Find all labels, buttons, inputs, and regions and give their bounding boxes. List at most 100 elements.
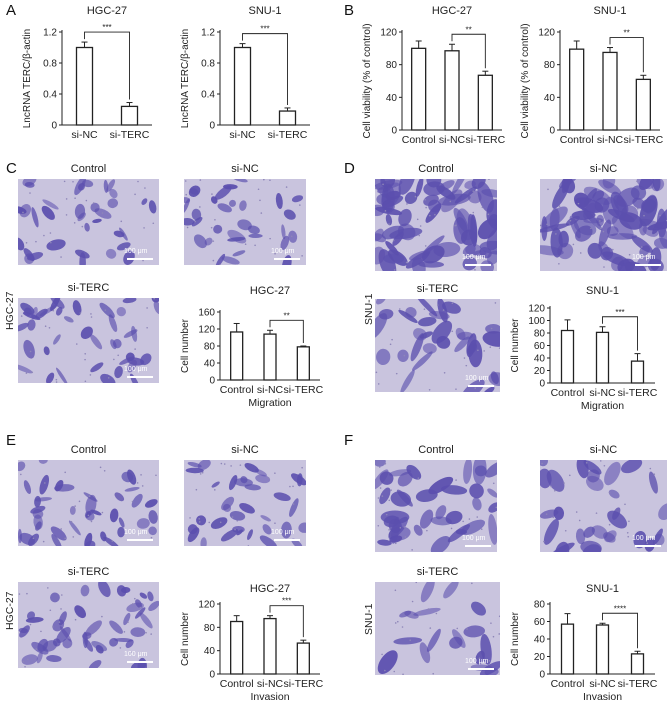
stained-cell — [98, 582, 111, 598]
pore-dot — [429, 627, 432, 629]
pore-dot — [104, 309, 107, 311]
x-tick-label: si-TERC — [623, 134, 663, 146]
stained-cell — [472, 460, 487, 485]
stained-cell — [612, 507, 621, 520]
pore-dot — [608, 523, 611, 526]
pore-dot — [70, 520, 73, 523]
stained-cell — [487, 250, 497, 265]
stained-cell — [487, 488, 497, 498]
stained-cell — [42, 199, 59, 210]
stained-cell — [18, 322, 29, 332]
pore-dot — [474, 268, 476, 271]
scale-bar-label: 100 μm — [462, 254, 486, 261]
pore-dot — [411, 549, 413, 551]
pore-dot — [145, 631, 147, 634]
pore-dot — [142, 259, 144, 262]
bar — [296, 642, 310, 675]
micrograph-caption: si-TERC — [67, 282, 110, 294]
stained-cell — [63, 316, 74, 323]
y-tick-label: 120 — [528, 304, 545, 315]
stained-cell — [18, 237, 25, 251]
stained-cell — [398, 309, 418, 324]
y-axis-label: Cell number — [180, 318, 191, 373]
y-tick-label: 120 — [538, 28, 555, 39]
y-tick-label: 160 — [198, 308, 215, 319]
scale-bar — [127, 539, 153, 541]
significance-label: ** — [466, 25, 472, 34]
pore-dot — [65, 214, 68, 216]
stained-cell — [69, 505, 76, 515]
stained-cell — [136, 518, 150, 529]
pore-dot — [555, 233, 557, 235]
stained-cell — [428, 476, 454, 495]
pore-dot — [498, 615, 500, 618]
pore-dot — [269, 237, 271, 240]
pore-dot — [290, 235, 293, 238]
stained-cell — [436, 185, 456, 200]
chart-title: SNU-1 — [586, 583, 619, 595]
significance-bracket — [269, 319, 304, 343]
stained-cell — [148, 600, 159, 612]
pore-dot — [113, 358, 115, 361]
stained-cell — [463, 625, 485, 638]
stained-cell — [633, 531, 647, 549]
pore-dot — [552, 516, 555, 519]
stained-cell — [415, 179, 424, 197]
stained-cell — [642, 226, 659, 237]
pore-dot — [414, 195, 417, 198]
stained-cell — [631, 235, 653, 253]
stained-cell — [291, 473, 306, 486]
pore-dot — [88, 495, 91, 498]
stained-cell — [185, 467, 204, 474]
y-tick-label: 0.8 — [43, 59, 57, 70]
scale-bar-label: 100 μm — [465, 375, 489, 382]
stained-cell — [114, 492, 125, 502]
pore-dot — [47, 587, 49, 589]
stained-cell — [420, 582, 435, 603]
y-tick-label: 40 — [386, 93, 398, 104]
bar — [569, 48, 585, 131]
stained-cell — [422, 235, 445, 255]
stained-cell — [228, 474, 238, 491]
stained-cell — [375, 179, 389, 198]
pore-dot — [481, 206, 484, 209]
micrograph-image — [540, 179, 667, 271]
stained-cell — [23, 339, 35, 359]
stained-cell — [82, 632, 92, 640]
pore-dot — [20, 473, 22, 476]
significance-label: ** — [624, 29, 630, 38]
stained-cell — [565, 215, 580, 226]
y-tick-label: 0 — [209, 121, 215, 132]
pore-dot — [595, 512, 598, 514]
stained-cell — [475, 650, 485, 665]
stained-cell — [379, 487, 391, 505]
pore-dot — [541, 462, 543, 465]
pore-dot — [419, 611, 422, 614]
pore-dot — [58, 621, 61, 623]
stained-cell — [376, 299, 387, 305]
pore-dot — [602, 230, 605, 233]
micrograph-image — [375, 179, 497, 271]
stained-cell — [388, 516, 408, 540]
stained-cell — [210, 517, 228, 529]
stained-cell — [576, 460, 589, 479]
stained-cell — [291, 538, 303, 546]
x-tick-label: si-TERC — [110, 129, 150, 141]
stained-cell — [68, 520, 81, 536]
pore-dot — [63, 180, 66, 183]
micrograph-background — [18, 179, 159, 265]
pore-dot — [84, 358, 86, 361]
pore-dot — [25, 241, 28, 244]
stained-cell — [59, 626, 72, 642]
pore-dot — [219, 264, 221, 265]
stained-cell — [191, 216, 203, 227]
micrograph-image — [184, 179, 306, 265]
micrograph-caption: Control — [418, 444, 454, 456]
scale-bar — [274, 258, 300, 260]
stained-cell — [100, 373, 116, 383]
scale-bar-label: 100 μm — [465, 658, 489, 665]
pore-dot — [409, 639, 412, 642]
stained-cell — [116, 307, 126, 317]
stained-cell — [259, 535, 278, 546]
x-tick-label: si-NC — [257, 678, 284, 690]
